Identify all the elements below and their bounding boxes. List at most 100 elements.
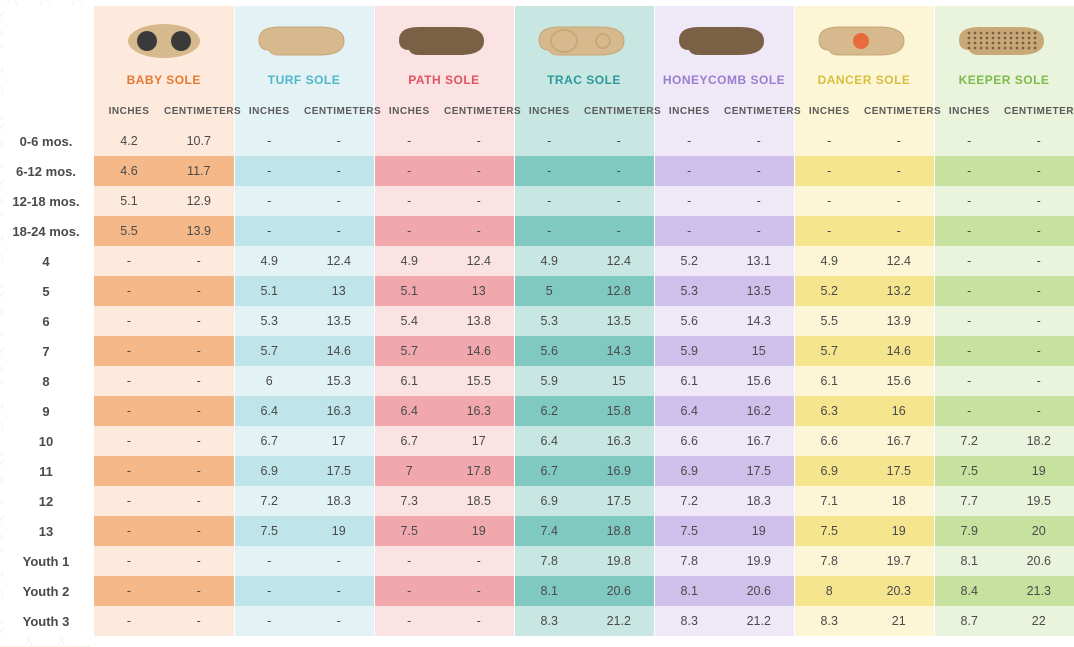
data-cell: 7.1 <box>794 486 864 516</box>
data-cell: - <box>164 576 234 606</box>
subheader-inches: INCHES <box>374 96 444 126</box>
data-cell: 6.9 <box>514 486 584 516</box>
data-cell: 10.7 <box>164 126 234 156</box>
data-cell: - <box>304 156 374 186</box>
data-cell: - <box>1004 396 1074 426</box>
data-cell: 14.3 <box>724 306 794 336</box>
data-cell: - <box>654 156 724 186</box>
data-cell: - <box>444 606 514 636</box>
data-cell: 20.3 <box>864 576 934 606</box>
data-cell: - <box>164 456 234 486</box>
subheader-centimeters: CENTIMETERS <box>724 96 794 126</box>
data-cell: 16.7 <box>864 426 934 456</box>
data-cell: - <box>374 576 444 606</box>
data-cell: - <box>724 186 794 216</box>
data-cell: 19 <box>1004 456 1074 486</box>
data-cell: 7.7 <box>934 486 1004 516</box>
data-cell: 5.6 <box>654 306 724 336</box>
data-cell: 13.8 <box>444 306 514 336</box>
data-cell: - <box>794 186 864 216</box>
data-cell: - <box>444 186 514 216</box>
data-cell: 6.4 <box>374 396 444 426</box>
data-cell: 6.9 <box>794 456 864 486</box>
data-cell: - <box>304 216 374 246</box>
data-cell: 8.1 <box>654 576 724 606</box>
row-label: 10 <box>4 426 94 456</box>
data-cell: - <box>864 186 934 216</box>
data-cell: - <box>234 156 304 186</box>
data-cell: 13.1 <box>724 246 794 276</box>
data-cell: 5.5 <box>794 306 864 336</box>
data-cell: 12.9 <box>164 186 234 216</box>
sole-header-1: TURF SOLE <box>234 6 374 96</box>
data-cell: 6.4 <box>654 396 724 426</box>
data-cell: 17.5 <box>304 456 374 486</box>
sole-label: TURF SOLE <box>235 65 374 87</box>
subheader-inches: INCHES <box>794 96 864 126</box>
data-cell: 5.5 <box>94 216 164 246</box>
row-label: 6-12 mos. <box>4 156 94 186</box>
subheader-inches: INCHES <box>234 96 304 126</box>
data-cell: - <box>724 216 794 246</box>
data-cell: 4.9 <box>514 246 584 276</box>
data-cell: - <box>514 216 584 246</box>
data-cell: 16.3 <box>584 426 654 456</box>
data-cell: 19.8 <box>584 546 654 576</box>
data-cell: 7.9 <box>934 516 1004 546</box>
data-cell: 15 <box>584 366 654 396</box>
data-cell: - <box>374 606 444 636</box>
data-cell: 5.7 <box>374 336 444 366</box>
data-cell: - <box>94 276 164 306</box>
row-label: 6 <box>4 306 94 336</box>
data-cell: 6.6 <box>794 426 864 456</box>
data-cell: - <box>654 126 724 156</box>
data-cell: - <box>794 156 864 186</box>
data-cell: - <box>374 546 444 576</box>
data-cell: 5.3 <box>234 306 304 336</box>
data-cell: 5.4 <box>374 306 444 336</box>
data-cell: 17.5 <box>584 486 654 516</box>
honeycomb-sole-icon <box>655 15 794 65</box>
data-cell: 13.9 <box>164 216 234 246</box>
data-cell: 6.3 <box>794 396 864 426</box>
data-cell: - <box>934 396 1004 426</box>
data-cell: 4.6 <box>94 156 164 186</box>
data-cell: - <box>584 126 654 156</box>
data-cell: 5.1 <box>374 276 444 306</box>
data-cell: - <box>584 156 654 186</box>
data-cell: 6.9 <box>234 456 304 486</box>
data-cell: - <box>164 246 234 276</box>
data-cell: 17 <box>304 426 374 456</box>
data-cell: 5.3 <box>514 306 584 336</box>
data-cell: - <box>934 306 1004 336</box>
data-cell: 14.6 <box>864 336 934 366</box>
data-cell: - <box>94 486 164 516</box>
data-cell: 12.4 <box>444 246 514 276</box>
data-cell: 21.2 <box>584 606 654 636</box>
data-cell: 7.8 <box>514 546 584 576</box>
data-cell: - <box>444 576 514 606</box>
data-cell: 5.7 <box>794 336 864 366</box>
data-cell: 15.3 <box>304 366 374 396</box>
subheader-centimeters: CENTIMETERS <box>1004 96 1074 126</box>
sole-header-0: BABY SOLE <box>94 6 234 96</box>
sole-header-4: HONEYCOMB SOLE <box>654 6 794 96</box>
row-label: 18-24 mos. <box>4 216 94 246</box>
row-label: 9 <box>4 396 94 426</box>
data-cell: 16.9 <box>584 456 654 486</box>
data-cell: 12.4 <box>304 246 374 276</box>
data-cell: - <box>934 186 1004 216</box>
data-cell: 18.2 <box>1004 426 1074 456</box>
row-label: 12-18 mos. <box>4 186 94 216</box>
size-chart-table: BABY SOLE TURF SOLE PATH SOLE TRAC SOLE … <box>4 6 1074 636</box>
data-cell: 13 <box>304 276 374 306</box>
data-cell: 18.3 <box>304 486 374 516</box>
data-cell: - <box>794 216 864 246</box>
data-cell: 7.5 <box>794 516 864 546</box>
turf-sole-icon <box>235 15 374 65</box>
data-cell: 6.7 <box>234 426 304 456</box>
sole-label: KEEPER SOLE <box>935 65 1074 87</box>
data-cell: - <box>934 276 1004 306</box>
data-cell: - <box>444 216 514 246</box>
data-cell: 8.4 <box>934 576 1004 606</box>
